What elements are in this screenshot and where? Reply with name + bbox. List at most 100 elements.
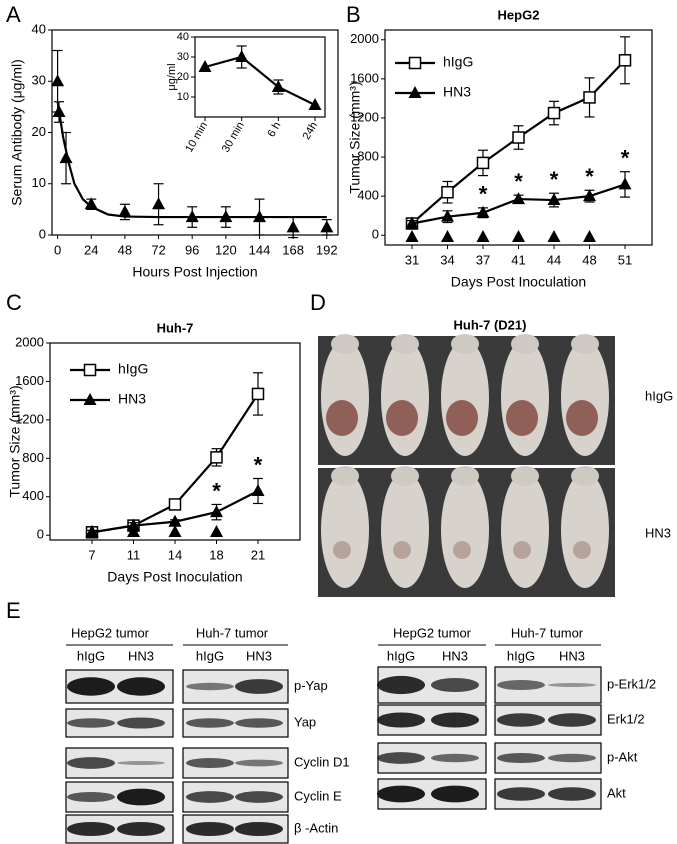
series-line	[204, 55, 316, 106]
mouse-head	[451, 334, 479, 354]
blot-group-label: HepG2 tumor	[393, 625, 472, 640]
blot-band	[186, 791, 234, 803]
blot-band	[117, 677, 165, 696]
photo-title: Huh-7 (D21)	[454, 317, 527, 332]
tumor	[513, 541, 531, 559]
blot-row-label: Yap	[294, 714, 316, 729]
blot-group-label: HepG2 tumor	[71, 625, 150, 640]
x-tick-label: 24	[84, 242, 98, 257]
blot-group-label: Huh-7 tumor	[511, 625, 584, 640]
x-tick-label: 51	[618, 252, 632, 267]
mouse	[381, 472, 429, 588]
data-marker	[198, 60, 212, 72]
blot-band	[186, 757, 234, 769]
blot-band	[235, 791, 283, 803]
significance-label: *	[212, 478, 221, 503]
data-marker	[441, 185, 454, 199]
blot-band	[235, 759, 283, 767]
blot-band	[377, 712, 425, 728]
blot-lane-label: hIgG	[196, 648, 224, 663]
data-marker	[168, 514, 182, 527]
data-marker	[405, 216, 419, 229]
blot-band	[67, 718, 115, 728]
x-tick-label: 34	[440, 252, 454, 267]
blot-band	[67, 791, 115, 803]
data-marker	[441, 209, 454, 222]
x-tick-label: 37	[476, 252, 490, 267]
y-tick-label: 800	[357, 148, 379, 163]
blot-row-label: Erk1/2	[607, 711, 645, 726]
mouse-head	[331, 466, 359, 486]
mouse-head	[391, 334, 419, 354]
data-marker	[512, 192, 525, 205]
legend-marker	[83, 363, 97, 377]
blot-band	[377, 752, 425, 764]
y-tick-label: 20	[32, 124, 46, 139]
mouse-head	[571, 334, 599, 354]
legend-label: hIgG	[443, 54, 473, 70]
blot-band	[497, 787, 545, 801]
blot-band	[548, 682, 596, 688]
legend-marker	[83, 393, 97, 405]
x-tick-label: 44	[547, 252, 561, 267]
blot-row-label: p-Akt	[607, 749, 638, 764]
mouse	[321, 340, 369, 456]
data-marker	[235, 50, 249, 62]
significance-label: *	[479, 182, 488, 207]
y-axis-label: Tumor Size (mm³)	[7, 385, 23, 497]
data-marker	[583, 91, 596, 104]
series-line	[56, 101, 327, 219]
x-tick-label: 41	[511, 252, 525, 267]
tumor	[573, 541, 591, 559]
dosing-marker	[405, 230, 419, 242]
blot-band	[117, 717, 165, 729]
data-marker	[583, 189, 596, 202]
blot-band	[497, 752, 545, 764]
tumor	[326, 400, 358, 436]
data-marker	[618, 177, 632, 190]
x-tick-label: 7	[88, 547, 95, 562]
blot-band	[431, 785, 479, 803]
blot-band	[431, 712, 479, 728]
mouse-head	[511, 466, 539, 486]
significance-label: *	[514, 169, 523, 194]
y-tick-label: 0	[37, 527, 44, 542]
tumor	[386, 400, 418, 436]
y-tick-label: 1600	[350, 70, 379, 85]
tumor	[453, 541, 471, 559]
significance-label: *	[621, 146, 630, 171]
blot-band	[548, 713, 596, 727]
x-axis-label: Days Post Inoculation	[107, 569, 242, 585]
legend-label: hIgG	[118, 361, 148, 377]
blot-lane-label: HN3	[442, 648, 468, 663]
blot-band	[186, 718, 234, 728]
dosing-marker	[476, 230, 490, 242]
x-tick-label: 21	[251, 547, 265, 562]
y-tick-label: 1200	[15, 411, 44, 426]
blot-band	[497, 679, 545, 691]
mouse-head	[511, 334, 539, 354]
blot-row-label: p-Erk1/2	[607, 676, 656, 691]
tumor	[506, 400, 538, 436]
photo-row-label: hIgG	[645, 388, 673, 403]
data-marker	[618, 54, 632, 67]
y-tick-label: 2000	[350, 31, 379, 46]
legend-label: HN3	[118, 391, 146, 407]
data-marker	[210, 505, 223, 518]
x-tick-label: 11	[127, 547, 141, 562]
blot-row-label: Cyclin E	[294, 788, 342, 803]
blot-lane-label: HN3	[128, 648, 154, 663]
y-tick-label: 40	[32, 21, 46, 36]
data-marker	[59, 151, 73, 164]
data-marker	[168, 498, 182, 511]
y-axis-label: μg/ml	[166, 63, 178, 90]
blot-lane-label: HN3	[559, 648, 585, 663]
data-marker	[547, 193, 561, 206]
data-marker	[271, 80, 285, 92]
blot-row-label: Cyclin D1	[294, 754, 350, 769]
x-tick-label: 192	[316, 242, 338, 257]
dosing-marker	[547, 230, 561, 242]
legend-label: HN3	[443, 84, 471, 100]
data-marker	[476, 205, 490, 218]
data-marker	[51, 74, 65, 87]
